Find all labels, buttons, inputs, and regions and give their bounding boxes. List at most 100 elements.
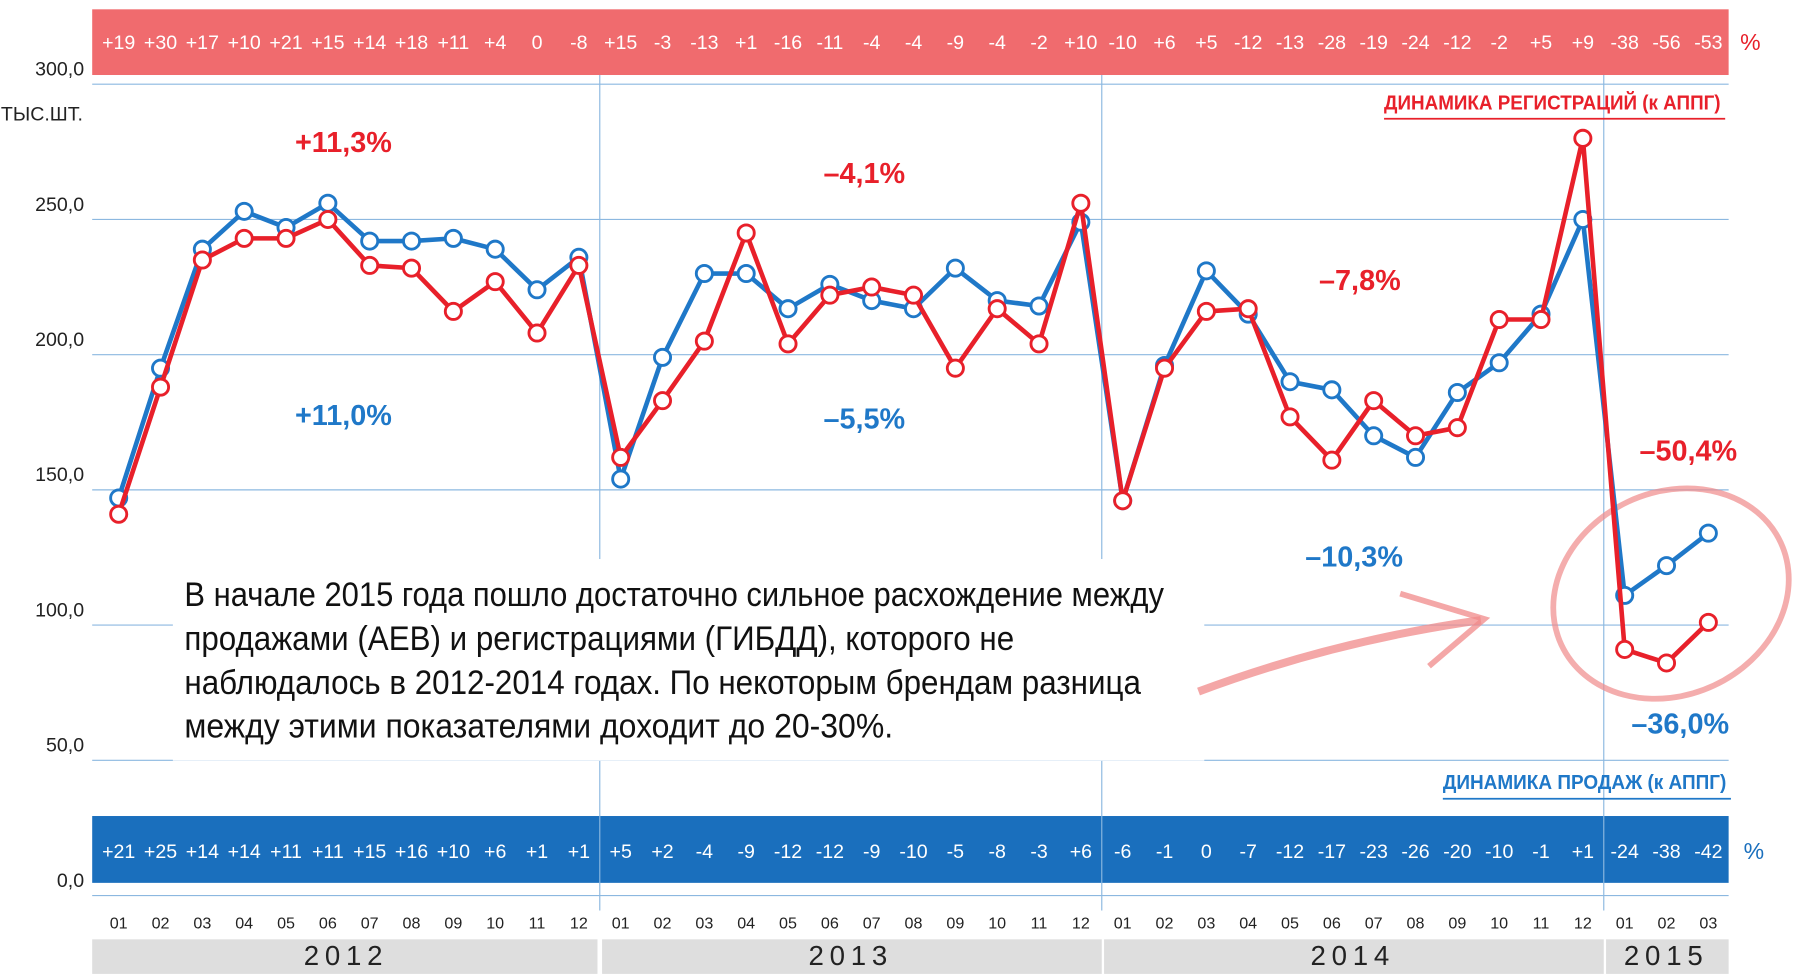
dynamics-label: +10 [228,32,261,54]
x-tick-label: 09 [1448,915,1466,933]
x-tick-label: 06 [319,915,337,933]
point [905,287,921,303]
unit-label: ТЫС.ШТ. [1,104,83,126]
percent-sign: % [1740,29,1760,55]
point [1031,298,1047,314]
point [487,274,503,290]
point [194,252,210,268]
point [1324,452,1340,468]
x-tick-label: 11 [1533,915,1550,933]
year-change: –4,1% [823,158,905,190]
x-tick-label: 04 [235,915,253,933]
year-change: +11,0% [295,400,392,432]
point [152,379,168,395]
point [1115,493,1131,509]
dynamics-label: -38 [1652,841,1680,863]
point [780,336,796,352]
dynamics-label: -17 [1318,841,1346,863]
point [1491,355,1507,371]
dynamics-label: -4 [988,32,1006,54]
point [1407,449,1423,465]
point [947,360,963,376]
dynamics-label: -4 [696,841,714,863]
dynamics-label: +5 [1195,32,1217,54]
dynamics-label: -6 [1114,841,1132,863]
dynamics-label: +4 [484,32,506,54]
note-line: наблюдалось в 2012-2014 годах. По некото… [184,664,1141,702]
dynamics-label: -26 [1401,841,1429,863]
year-change: –5,5% [823,403,905,435]
point [654,349,670,365]
dynamics-label: +10 [437,841,470,863]
note-line: В начале 2015 года пошло достаточно силь… [184,576,1164,614]
point [1366,428,1382,444]
point [445,230,461,246]
dynamics-label: -10 [1109,32,1137,54]
x-tick-label: 03 [1197,915,1215,933]
x-tick-label: 08 [403,915,421,933]
point [1198,303,1214,319]
dynamics-label: +11 [437,32,469,54]
year-change: –36,0% [1631,709,1729,741]
y-tick-label: 50,0 [46,735,84,757]
point [1700,614,1716,630]
dynamics-label: -4 [863,32,881,54]
dynamics-label: -1 [1532,841,1549,863]
dynamics-label: -8 [570,32,588,54]
dynamics-label: +15 [353,841,386,863]
point [1156,360,1172,376]
point [947,260,963,276]
dynamics-label: +17 [186,32,219,54]
point [1491,311,1507,327]
page: {"chart_data": { "type": "line", "unit_l… [0,0,1807,974]
dynamics-label: -13 [690,32,718,54]
dynamics-label: +6 [484,841,506,863]
dynamics-label: -3 [1030,841,1048,863]
dynamics-label: -42 [1694,841,1722,863]
year-change: +11,3% [295,127,392,159]
x-tick-label: 05 [277,915,295,933]
dynamics-label: -16 [774,32,802,54]
x-tick-label: 02 [654,915,672,933]
x-tick-label: 08 [905,915,923,933]
dynamics-label: -2 [1030,32,1047,54]
dynamics-label: -9 [947,32,964,54]
dynamics-label: +21 [269,32,302,54]
point [236,203,252,219]
point [1449,420,1465,436]
x-tick-label: 04 [737,915,755,933]
dynamics-label: -56 [1652,32,1680,54]
x-tick-label: 10 [486,915,504,933]
x-tick-label: 05 [1281,915,1299,933]
x-tick-label: 09 [946,915,964,933]
point [989,301,1005,317]
dynamics-label: +25 [144,841,177,863]
dynamics-label: +14 [228,841,261,863]
point [362,257,378,273]
dynamics-label: -12 [1234,32,1262,54]
dynamics-label: -4 [905,32,923,54]
dynamics-label: 0 [532,32,543,54]
dynamics-label: +2 [651,841,673,863]
point [1617,641,1633,657]
dynamics-label: +1 [735,32,757,54]
point [487,241,503,257]
x-tick-label: 03 [1699,915,1717,933]
x-tick-label: 01 [1616,915,1634,933]
x-tick-label: 03 [193,915,211,933]
dynamics-label: +21 [102,841,135,863]
point [236,230,252,246]
dynamics-label: -12 [774,841,802,863]
point [1324,382,1340,398]
point [1031,336,1047,352]
point [1449,384,1465,400]
dynamics-label: +1 [568,841,590,863]
dynamics-label: +15 [604,32,637,54]
y-tick-label: 300,0 [35,59,84,81]
dynamics-label: +9 [1572,32,1594,54]
point [571,257,587,273]
note-line: продажами (АЕВ) и регистрациями (ГИБДД),… [184,620,1014,658]
dynamics-label: +1 [1572,841,1594,863]
x-tick-label: 12 [1574,915,1592,933]
dynamics-label: -23 [1360,841,1388,863]
